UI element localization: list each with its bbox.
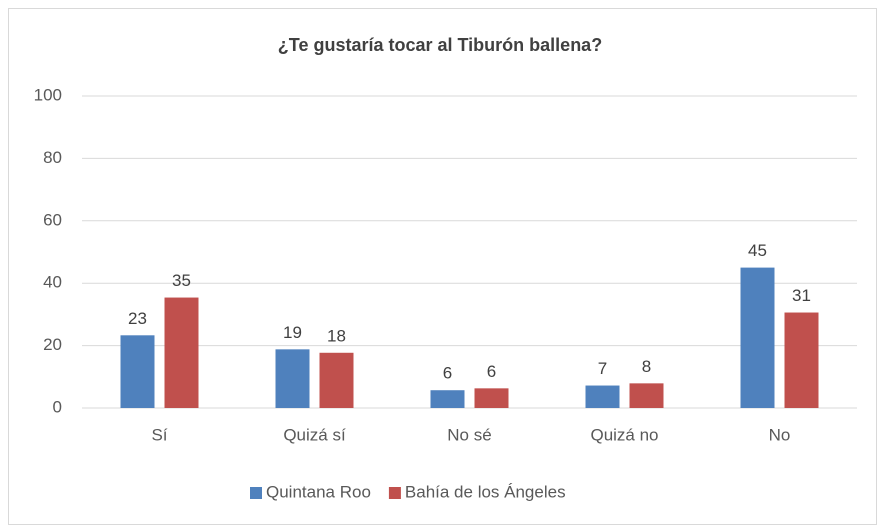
y-tick-label: 60 <box>43 210 62 229</box>
x-tick-label: Sí <box>151 425 167 444</box>
value-label: 45 <box>748 241 767 260</box>
y-tick-label: 80 <box>43 148 62 167</box>
bar <box>629 383 664 408</box>
bar <box>275 349 310 408</box>
y-tick-label: 0 <box>53 397 62 416</box>
y-tick-label: 100 <box>34 85 62 104</box>
value-label: 23 <box>128 309 147 328</box>
bar <box>474 388 509 408</box>
bar <box>585 385 620 408</box>
legend-label: Quintana Roo <box>266 482 371 501</box>
x-tick-label: Quizá no <box>590 425 658 444</box>
bar <box>319 352 354 408</box>
bar <box>120 335 155 408</box>
legend-label: Bahía de los Ángeles <box>405 482 566 501</box>
y-tick-label: 20 <box>43 335 62 354</box>
value-label: 35 <box>172 271 191 290</box>
bar <box>164 297 199 408</box>
value-label: 31 <box>792 286 811 305</box>
x-tick-label: Quizá sí <box>283 425 346 444</box>
value-label: 19 <box>283 323 302 342</box>
chart-title: ¿Te gustaría tocar al Tiburón ballena? <box>278 35 602 55</box>
value-label: 7 <box>598 359 607 378</box>
value-label: 6 <box>487 362 496 381</box>
bar <box>430 390 465 408</box>
bar <box>784 312 819 408</box>
legend-swatch <box>250 487 262 499</box>
value-label: 18 <box>327 326 346 345</box>
x-tick-label: No sé <box>447 425 491 444</box>
chart-border <box>8 8 877 525</box>
legend-swatch <box>388 487 401 499</box>
value-label: 6 <box>443 364 452 383</box>
x-tick-label: No <box>769 425 791 444</box>
value-label: 8 <box>642 357 651 376</box>
y-tick-label: 40 <box>43 273 62 292</box>
bar <box>740 267 775 408</box>
